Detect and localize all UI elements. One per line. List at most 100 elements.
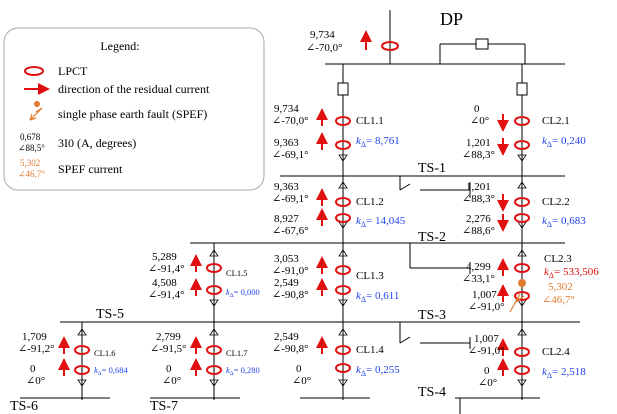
cl-1-2: 9,363 ∠-69,1° 8,927 ∠-67,6° CL1.2 kΔ= 14… <box>272 181 406 237</box>
lpct-cl11-b <box>335 140 351 150</box>
lpct-cl12 <box>335 197 351 207</box>
cl11-bot-ang: ∠-69,1° <box>272 149 309 161</box>
cl16-top-ang: ∠-91,2° <box>18 343 55 355</box>
cl-1-4: 2,549 ∠-90,8° 0 ∠0° CL1.4 kΔ= 0,255 <box>272 331 400 387</box>
cl13-bot-mag: 2,549 <box>274 277 299 289</box>
cl21-name: CL2.1 <box>542 115 570 127</box>
cl16-top-mag: 1,709 <box>22 331 47 343</box>
cl17-top-mag: 2,799 <box>156 331 181 343</box>
cl23-bot-ang: ∠-91,0° <box>468 301 505 313</box>
legend-spef: single phase earth fault (SPEF) <box>58 107 207 121</box>
ts-4-label: TS-4 <box>418 385 446 400</box>
lpct-icon <box>24 66 44 76</box>
ts-6-label: TS-6 <box>10 399 38 414</box>
lpct-cl12-b <box>335 213 351 223</box>
ts-1-label: TS-1 <box>418 161 446 176</box>
cl-2-3: 4,299 ∠33,1° 1,007 ∠-91,0° CL2.3 kΔ= 533… <box>462 253 599 313</box>
lpct-cl21 <box>514 116 530 126</box>
lpct-cl15 <box>206 263 222 273</box>
cl22-top-ang: ∠88,3° <box>462 193 495 205</box>
legend-title: Legend: <box>100 39 139 53</box>
cl21-top-mag: 0 <box>474 103 480 115</box>
cl11-top-ang: ∠-70,0° <box>272 115 309 127</box>
cl-1-6: 1,709 ∠-91,2° 0 ∠0° CL1.6 kΔ= 0,684 <box>18 331 128 387</box>
cl16-bot-ang: ∠0° <box>26 375 45 387</box>
cl11-bot-mag: 9,363 <box>274 137 299 149</box>
cl17-bot-mag: 0 <box>166 363 172 375</box>
cl15-name: CL1.5 <box>226 268 248 278</box>
lpct-cl11 <box>335 116 351 126</box>
cl-1-1: 9,734 ∠-70,0° 9,363 ∠-69,1° CL1.1 kΔ= 8,… <box>272 103 400 161</box>
cl15-bot-ang: ∠-91,4° <box>148 289 185 301</box>
cl13-top-mag: 3,053 <box>274 253 299 265</box>
cl23-k: kΔ= 533,506 <box>544 266 599 280</box>
legend-sample-mag: 0,678 <box>20 132 41 142</box>
cl14-top-ang: ∠-90,8° <box>272 343 309 355</box>
lpct-cl14-b <box>335 363 351 373</box>
cl21-k: kΔ= 0,240 <box>542 135 586 149</box>
cl15-top-mag: 5,289 <box>152 251 177 263</box>
cl24-name: CL2.4 <box>542 346 570 358</box>
cl23-bot-mag: 1,007 <box>472 289 497 301</box>
cl12-bot-mag: 8,927 <box>274 213 299 225</box>
cl16-k: kΔ= 0,684 <box>94 365 128 377</box>
legend-spef-current: SPEF current <box>58 162 123 176</box>
ts-2-label: TS-2 <box>418 230 446 245</box>
spef-fault-icon <box>518 279 526 287</box>
cl14-bot-mag: 0 <box>296 363 302 375</box>
breaker-marks <box>77 154 527 387</box>
lpct-cl24-b <box>514 365 530 375</box>
cl11-top-mag: 9,734 <box>274 103 299 115</box>
lpct-cl22-b <box>514 213 530 223</box>
lpct-cl21-b <box>514 140 530 150</box>
cl17-name: CL1.7 <box>226 348 248 358</box>
lpct-cl16 <box>74 345 90 355</box>
ts-7-label: TS-7 <box>150 399 178 414</box>
legend-lpct: LPCT <box>58 64 88 78</box>
cl16-name: CL1.6 <box>94 348 116 358</box>
cl11-name: CL1.1 <box>356 115 384 127</box>
cl13-bot-ang: ∠-90,8° <box>272 289 309 301</box>
lpct-cl17-b <box>206 365 222 375</box>
lpct-cl14 <box>335 345 351 355</box>
cl-2-1: 0 ∠0° 1,201 ∠88,3° CL2.1 kΔ= 0,240 <box>462 103 586 161</box>
cl23-spef-mag: 5,302 <box>548 281 573 293</box>
cl15-bot-mag: 4,508 <box>152 277 177 289</box>
cl22-top-mag: 1,201 <box>466 181 491 193</box>
ts-3-label: TS-3 <box>418 308 446 323</box>
cl17-k: kΔ= 0,280 <box>226 365 260 377</box>
cl14-k: kΔ= 0,255 <box>356 364 400 378</box>
legend-sample-ang: ∠88,5° <box>18 143 45 153</box>
cl23-top-ang: ∠33,1° <box>462 273 495 285</box>
cl24-bot-ang: ∠0° <box>478 377 497 389</box>
cl22-bot-ang: ∠88,6° <box>462 225 495 237</box>
cl-1-7: 2,799 ∠-91,5° 0 ∠0° CL1.7 kΔ= 0,280 <box>150 331 260 387</box>
lpct-cl13-b <box>335 285 351 295</box>
cl15-top-ang: ∠-91,4° <box>148 263 185 275</box>
cl12-top-mag: 9,363 <box>274 181 299 193</box>
feeder-ang: ∠-70,0° <box>306 42 343 54</box>
lpct-cl23-b <box>514 291 530 301</box>
cl-2-4: 1,007 ∠-91,0° 0 ∠0° CL2.4 kΔ= 2,518 <box>468 333 586 389</box>
dp-title: DP <box>440 9 463 29</box>
cl12-bot-ang: ∠-67,6° <box>272 225 309 237</box>
legend: Legend: LPCT direction of the residual c… <box>3 27 265 191</box>
cl13-top-ang: ∠-91,0° <box>272 265 309 277</box>
lpct-feeder <box>381 41 399 51</box>
cl17-top-ang: ∠-91,5° <box>150 343 187 355</box>
legend-spef-mag: 5,302 <box>20 158 40 168</box>
cl24-top-ang: ∠-91,0° <box>468 345 505 357</box>
cl17-bot-ang: ∠0° <box>162 375 181 387</box>
lpct-cl15-b <box>206 285 222 295</box>
ts-5-label: TS-5 <box>96 307 124 322</box>
lpct-cl22 <box>514 197 530 207</box>
cl23-top-mag: 4,299 <box>466 261 491 273</box>
lpct-cl24 <box>514 347 530 357</box>
lpct-cl23 <box>514 263 530 273</box>
cl24-k: kΔ= 2,518 <box>542 366 586 380</box>
cl-1-5: 5,289 ∠-91,4° 4,508 ∠-91,4° CL1.5 kΔ= 0,… <box>148 251 260 301</box>
cl21-bot-ang: ∠88,3° <box>462 149 495 161</box>
cl13-k: kΔ= 0,611 <box>356 290 399 304</box>
legend-3i0: 3I0 (A, degrees) <box>58 136 136 150</box>
